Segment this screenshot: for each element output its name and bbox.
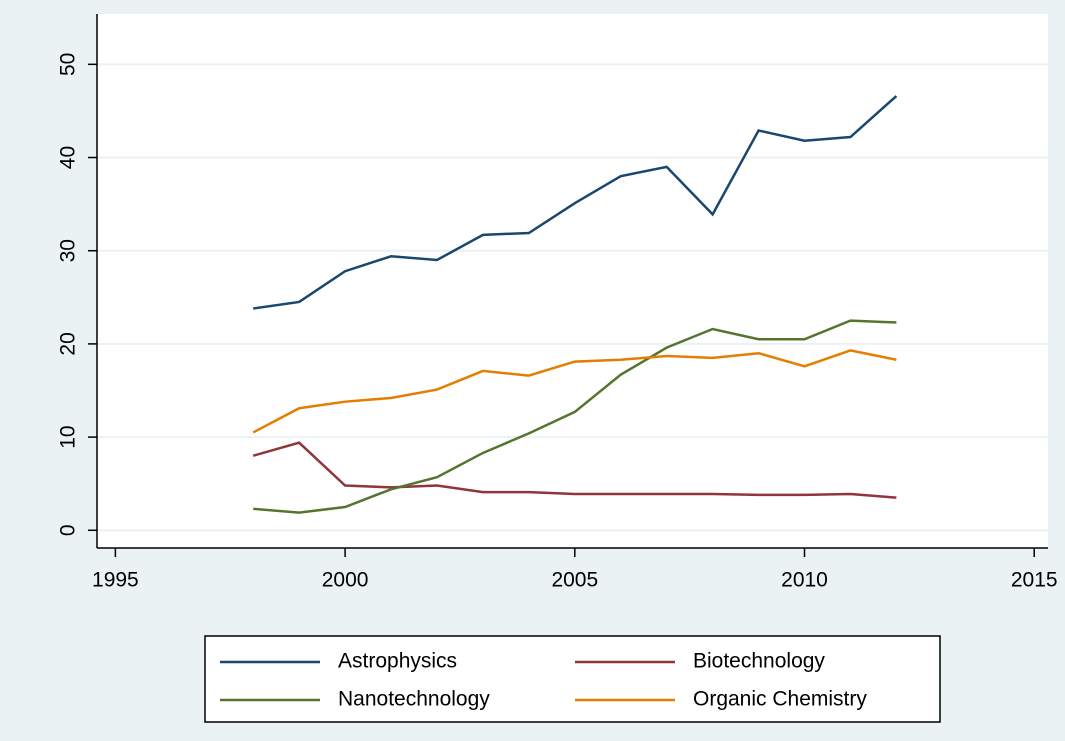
x-tick-label: 1995 — [92, 569, 139, 592]
x-tick-label: 2010 — [781, 569, 828, 592]
legend-label: Astrophysics — [338, 650, 457, 673]
y-tick-label: 20 — [57, 332, 80, 355]
x-tick-label: 2015 — [1011, 569, 1058, 592]
series-line — [252, 441, 897, 499]
x-tick-label: 2000 — [322, 569, 369, 592]
legend-box — [204, 635, 941, 723]
x-tick-label: 2005 — [551, 569, 598, 592]
y-tick-label: 50 — [57, 53, 80, 76]
series-line — [253, 95, 898, 310]
y-tick-label: 0 — [57, 524, 80, 536]
y-tick-label: 40 — [57, 146, 80, 169]
y-tick-label: 30 — [57, 239, 80, 262]
series-line — [253, 319, 897, 514]
y-tick-label: 10 — [57, 425, 80, 448]
legend-label: Biotechnology — [693, 650, 825, 673]
plot-area — [97, 14, 1048, 548]
legend-label: Organic Chemistry — [693, 688, 867, 711]
legend-label: Nanotechnology — [338, 688, 490, 711]
series-line — [252, 349, 897, 434]
